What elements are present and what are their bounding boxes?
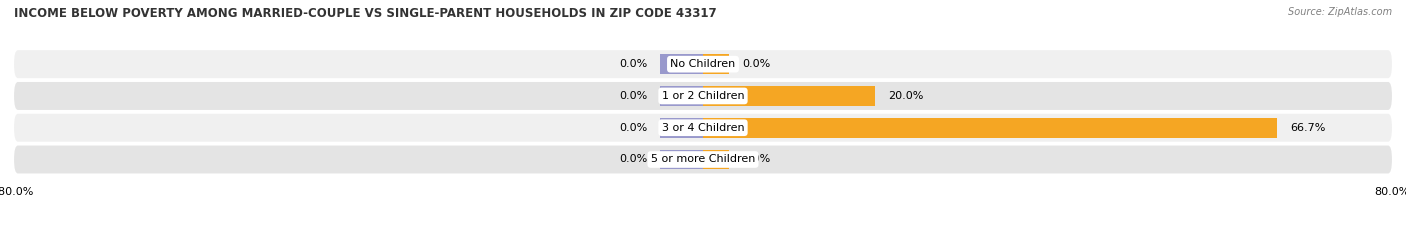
- Text: INCOME BELOW POVERTY AMONG MARRIED-COUPLE VS SINGLE-PARENT HOUSEHOLDS IN ZIP COD: INCOME BELOW POVERTY AMONG MARRIED-COUPL…: [14, 7, 717, 20]
- Text: Source: ZipAtlas.com: Source: ZipAtlas.com: [1288, 7, 1392, 17]
- Bar: [659, 150, 703, 169]
- Bar: [659, 118, 703, 137]
- FancyBboxPatch shape: [14, 146, 1392, 174]
- Text: 0.0%: 0.0%: [619, 59, 647, 69]
- FancyBboxPatch shape: [14, 50, 1392, 78]
- Text: 0.0%: 0.0%: [742, 154, 770, 164]
- Bar: [659, 54, 703, 74]
- Bar: [703, 86, 875, 106]
- Text: 3 or 4 Children: 3 or 4 Children: [662, 123, 744, 133]
- Text: 20.0%: 20.0%: [889, 91, 924, 101]
- Bar: [703, 54, 728, 74]
- Text: 5 or more Children: 5 or more Children: [651, 154, 755, 164]
- Bar: [703, 150, 728, 169]
- Text: 66.7%: 66.7%: [1291, 123, 1326, 133]
- Text: No Children: No Children: [671, 59, 735, 69]
- Bar: [659, 86, 703, 106]
- Text: 0.0%: 0.0%: [619, 123, 647, 133]
- Text: 0.0%: 0.0%: [619, 154, 647, 164]
- Text: 0.0%: 0.0%: [742, 59, 770, 69]
- FancyBboxPatch shape: [14, 82, 1392, 110]
- FancyBboxPatch shape: [14, 114, 1392, 142]
- Bar: [703, 118, 1278, 137]
- Text: 1 or 2 Children: 1 or 2 Children: [662, 91, 744, 101]
- Text: 0.0%: 0.0%: [619, 91, 647, 101]
